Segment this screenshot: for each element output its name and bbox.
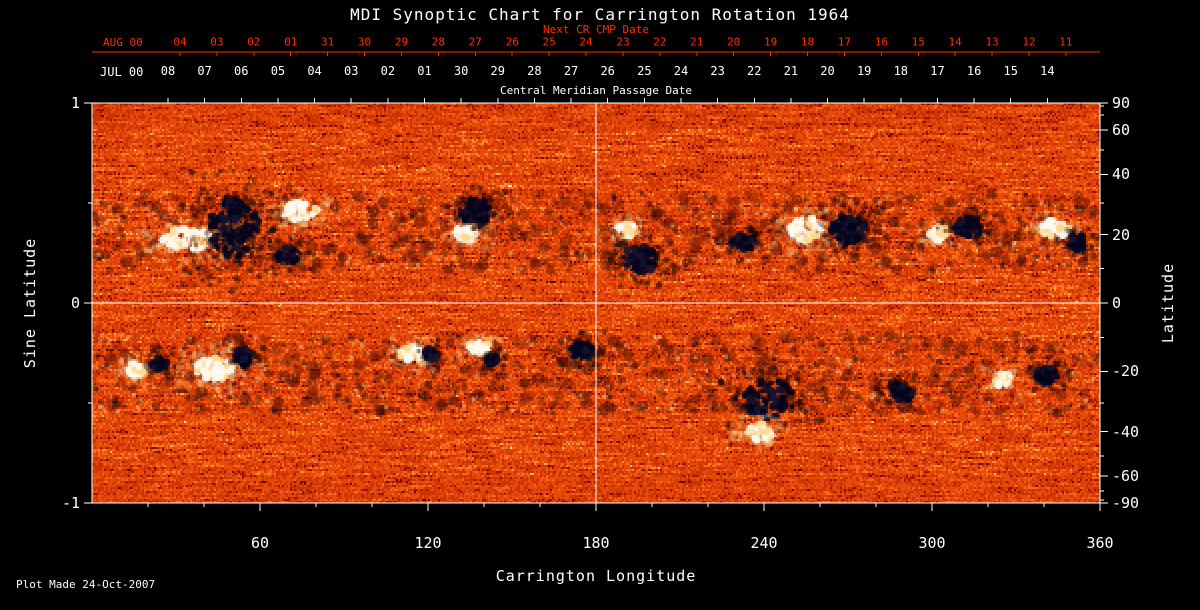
next-cr-date-label: 01	[284, 35, 298, 49]
next-cr-date-label: 14	[948, 35, 962, 49]
cmp-date-label: 22	[747, 64, 762, 78]
next-cr-cmp-date-label: Next CR CMP Date	[543, 23, 649, 36]
cmp-date-label: 04	[307, 64, 322, 78]
next-cr-date-label: 23	[616, 35, 630, 49]
longitude-tick-label: 120	[414, 534, 442, 552]
next-cr-date-label: 19	[763, 35, 778, 49]
cmp-date-label: 03	[343, 64, 359, 78]
cmp-date-label: 07	[197, 64, 212, 78]
cmp-date-label: 25	[637, 64, 652, 78]
cmp-date-label: 20	[820, 64, 835, 78]
latitude-tick-label: 40	[1112, 165, 1131, 184]
magnetogram-map-canvas	[92, 103, 1100, 503]
next-cr-date-label: 21	[690, 35, 704, 49]
next-cr-date-label: 29	[394, 35, 409, 49]
longitude-tick-label: 300	[918, 534, 946, 552]
plot-made-label: Plot Made 24-Oct-2007	[16, 578, 156, 591]
next-cr-date-label: 24	[579, 35, 593, 49]
sine-latitude-tick-label: 1	[70, 94, 80, 112]
cmp-date-label: 15	[1003, 64, 1018, 78]
next-cr-date-label: 17	[837, 35, 852, 49]
latitude-tick-label: -20	[1112, 362, 1140, 381]
next-cr-date-label: 25	[542, 35, 556, 49]
cmp-date-label: 17	[930, 64, 945, 78]
next-cr-date-label: 31	[321, 35, 335, 49]
cmp-date-label: 01	[417, 64, 432, 78]
top-axis-title: Central Meridian Passage Date	[499, 84, 693, 97]
cmp-date-label: 19	[856, 64, 872, 78]
cmp-date-label: 24	[673, 64, 689, 78]
latitude-tick-label: -40	[1112, 422, 1140, 441]
cmp-date-label: 23	[710, 64, 725, 78]
longitude-tick-label: 60	[250, 534, 270, 552]
longitude-tick-label: 240	[750, 534, 778, 552]
latitude-tick-label: 60	[1112, 120, 1131, 139]
next-cr-date-label: 20	[727, 35, 741, 49]
sine-latitude-tick-label: 0	[70, 294, 80, 312]
cmp-date-label: 26	[600, 64, 615, 78]
next-cr-date-label: 03	[210, 35, 224, 49]
next-cr-date-label: 28	[431, 35, 445, 49]
cmp-date-label: 18	[893, 64, 909, 78]
cmp-date-label: 30	[453, 64, 469, 78]
next-cr-date-label: 30	[357, 35, 372, 49]
latitude-tick-label: 0	[1112, 294, 1122, 312]
right-axis-ticks	[1100, 102, 1108, 504]
cmp-date-label: 27	[563, 64, 579, 78]
latitude-tick-label: 90	[1112, 94, 1131, 112]
bottom-axis-ticks	[147, 503, 1101, 511]
next-cr-date-label: 18	[800, 35, 815, 49]
page-title: MDI Synoptic Chart for Carrington Rotati…	[350, 5, 850, 24]
cmp-month-label: JUL 00	[100, 65, 144, 79]
latitude-tick-label: -90	[1112, 494, 1140, 512]
next-cr-date-label: 11	[1059, 35, 1073, 49]
next-cr-date-label: 22	[653, 35, 667, 49]
cmp-date-label: 29	[490, 64, 505, 78]
cmp-date-label: 16	[966, 64, 982, 78]
next-cr-date-label: 15	[911, 35, 925, 49]
next-cr-date-label: 13	[985, 35, 999, 49]
cmp-date-label: 08	[160, 64, 176, 78]
next-cr-date-label: 04	[173, 35, 187, 49]
next-cr-date-label: 02	[247, 35, 261, 49]
right-axis-title: Latitude	[1159, 262, 1177, 344]
left-axis-ticks	[84, 102, 92, 504]
cmp-date-label: 02	[380, 64, 396, 78]
next-cr-date-label: 26	[505, 35, 519, 49]
longitude-tick-label: 180	[582, 534, 610, 552]
latitude-tick-label: 20	[1112, 225, 1131, 244]
left-axis-title: Sine Latitude	[21, 237, 39, 369]
cmp-date-label: 21	[783, 64, 799, 78]
cmp-date-label: 28	[527, 64, 542, 78]
next-cr-axis	[92, 51, 1100, 56]
next-cr-date-label: 27	[468, 35, 482, 49]
cmp-date-label: 06	[234, 64, 249, 78]
bottom-axis-title: Carrington Longitude	[495, 567, 697, 585]
next-cr-date-label: 16	[874, 35, 888, 49]
longitude-tick-label: 360	[1086, 534, 1114, 552]
latitude-tick-label: -60	[1112, 467, 1140, 486]
cmp-date-label: 14	[1040, 64, 1055, 78]
cmp-date-label: 05	[270, 64, 286, 78]
next-cr-month-label: AUG 00	[103, 36, 143, 49]
next-cr-date-label: 12	[1022, 35, 1036, 49]
sine-latitude-tick-label: -1	[61, 494, 80, 512]
